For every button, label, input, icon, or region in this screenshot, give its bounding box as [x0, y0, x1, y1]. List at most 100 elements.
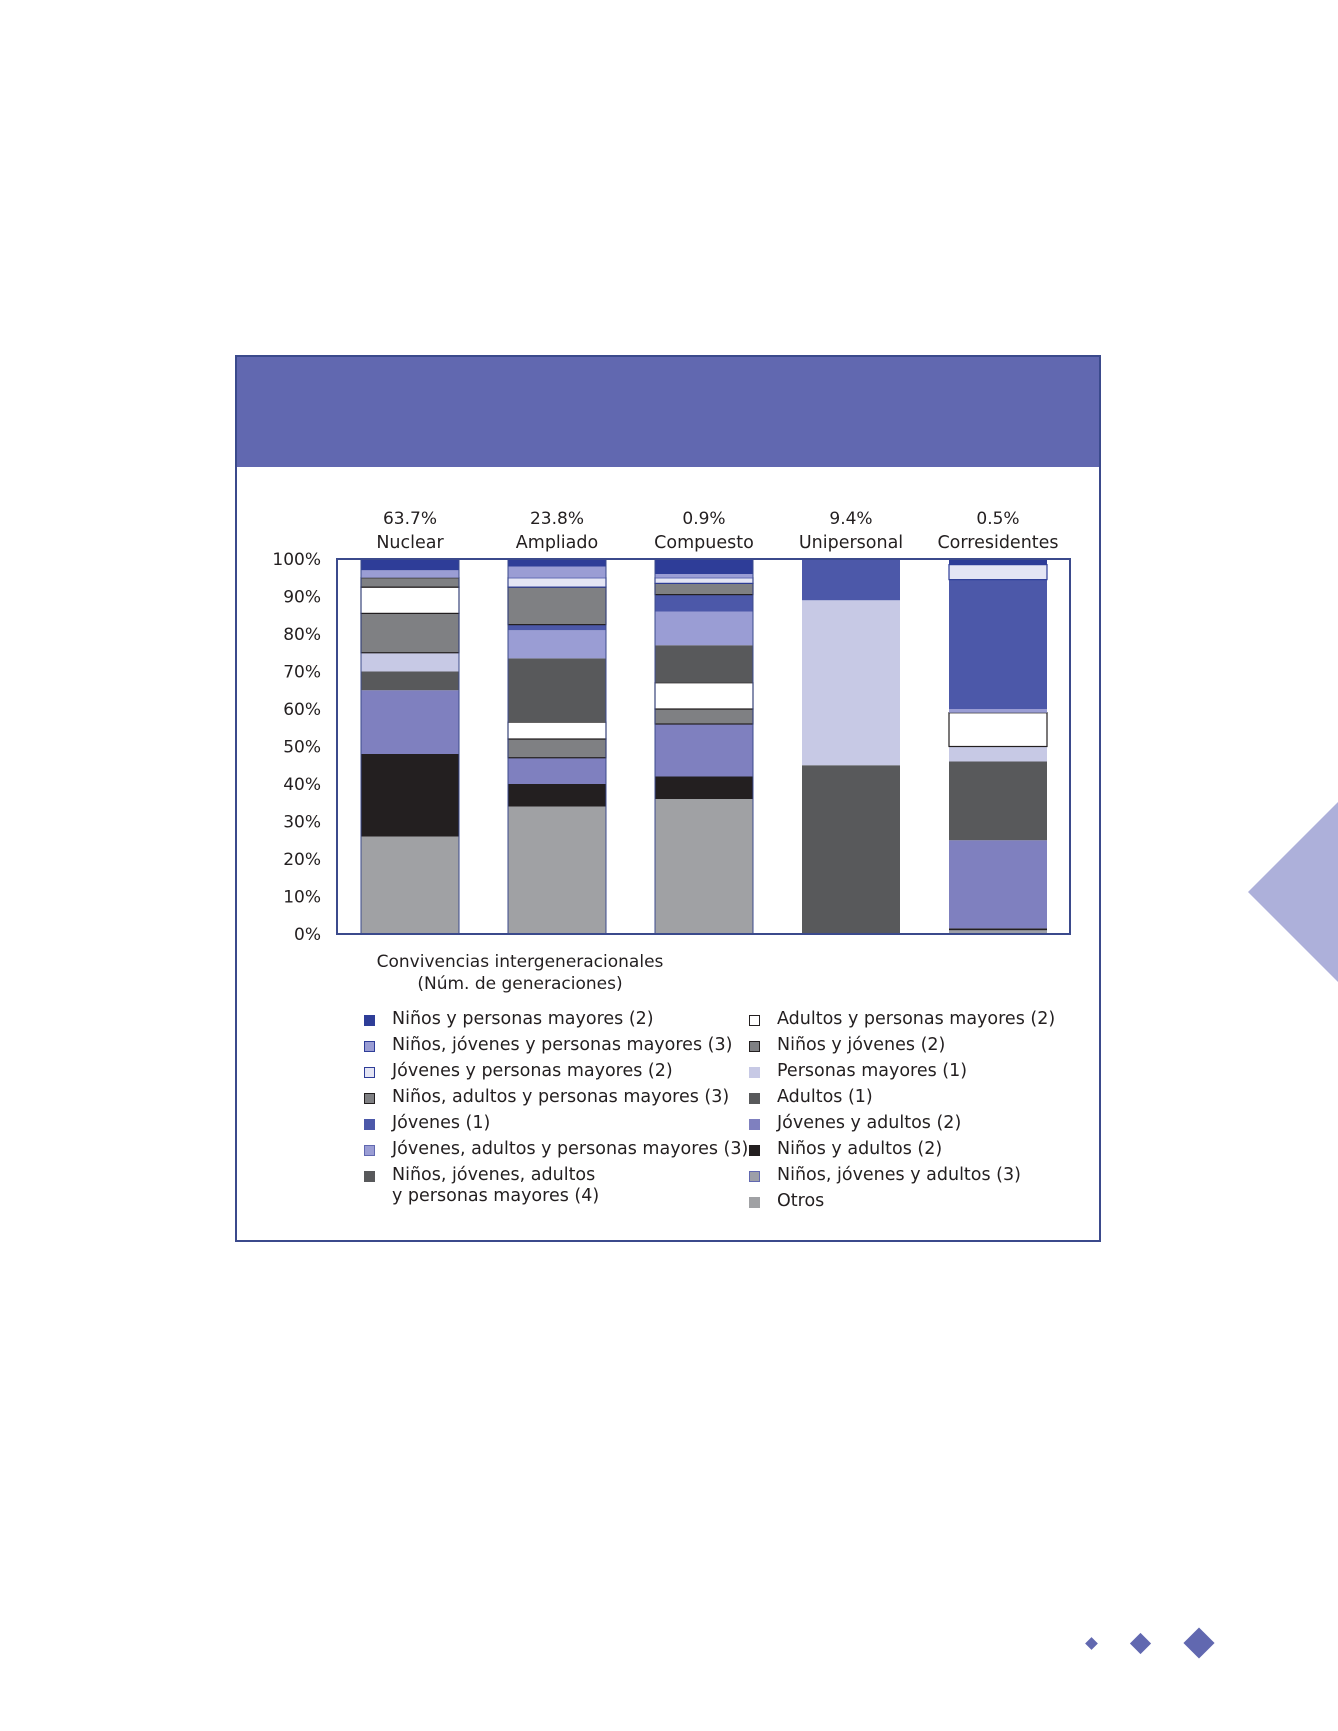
- legend-item: Adultos y personas mayores (2): [749, 1009, 1055, 1030]
- legend-swatch: [364, 1171, 375, 1182]
- bar-segment: [655, 574, 753, 578]
- bar-segment: [655, 776, 753, 799]
- legend-item: Niños, jóvenes, adultos y personas mayor…: [364, 1165, 748, 1207]
- legend-label: Adultos y personas mayores (2): [777, 1009, 1056, 1029]
- legend-label: Jóvenes y personas mayores (2): [392, 1061, 673, 1081]
- legend-item: Niños y adultos (2): [749, 1139, 1055, 1160]
- bar-segment: [360, 586, 460, 614]
- bar-segment: [654, 708, 754, 725]
- bar-segment: [949, 559, 1047, 565]
- bar-segment: [507, 738, 607, 759]
- bar-segment: [507, 577, 607, 588]
- figure-header-band: [237, 357, 1099, 467]
- bar-segment: [361, 671, 459, 691]
- legend-swatch: [749, 1119, 760, 1130]
- bar-segment: [507, 586, 607, 626]
- bar-segment: [655, 559, 753, 574]
- bar-segment: [508, 784, 606, 807]
- bar-segment: [508, 630, 606, 659]
- bar-segment: [360, 612, 460, 654]
- legend-label: Otros: [777, 1191, 825, 1211]
- y-tick-label: 50%: [283, 738, 321, 758]
- bar-segment: [948, 564, 1048, 581]
- bar-segment: [654, 577, 754, 584]
- legend-swatch: [749, 1041, 760, 1052]
- legend-label: Niños, jóvenes, adultos y personas mayor…: [392, 1165, 600, 1206]
- bar-segment: [360, 577, 460, 588]
- x-axis-title: Convivencias intergeneracionales (Núm. d…: [376, 952, 664, 994]
- legend-swatch: [749, 1015, 760, 1026]
- legend-label: Jóvenes y adultos (2): [777, 1113, 962, 1133]
- legend-item: Personas mayores (1): [749, 1061, 1055, 1082]
- y-tick-label: 70%: [283, 663, 321, 683]
- bar-segment: [949, 709, 1047, 713]
- y-tick-label: 80%: [283, 625, 321, 645]
- bar-segment: [361, 690, 459, 754]
- chart-figure: 0% 10% 20% 30% 40% 50% 60% 70% 80% 90% 100% 63.7% Nu…: [235, 355, 1101, 1242]
- decorative-diamond-medium: [1129, 1632, 1152, 1655]
- y-tick-label: 90%: [283, 588, 321, 608]
- legend-label: Niños y jóvenes (2): [777, 1035, 946, 1055]
- bar-segment: [655, 724, 753, 777]
- legend-swatch: [364, 1015, 375, 1026]
- legend-item: Jóvenes y personas mayores (2): [364, 1061, 748, 1082]
- legend-item: Niños, jóvenes y personas mayores (3): [364, 1035, 748, 1056]
- bar-segment: [949, 579, 1047, 709]
- category-label: Unipersonal: [799, 533, 903, 553]
- stacked-bar-chart: 0% 10% 20% 30% 40% 50% 60% 70% 80% 90% 100% 63.7% Nu…: [272, 509, 1071, 945]
- bar-segment: [361, 836, 459, 934]
- category-label: Corresidentes: [937, 533, 1058, 553]
- category-share-label: 23.8%: [530, 509, 584, 529]
- legend-item: Jóvenes, adultos y personas mayores (3): [364, 1139, 748, 1160]
- bar-segment: [655, 594, 753, 612]
- bar-segment: [508, 559, 606, 567]
- legend-label: Jóvenes, adultos y personas mayores (3): [392, 1139, 749, 1159]
- legend-left-column: Niños y personas mayores (2) Niños, jóven…: [364, 1009, 748, 1212]
- category-label: Ampliado: [516, 533, 598, 553]
- legend-swatch: [364, 1145, 375, 1156]
- legend-item: Adultos (1): [749, 1087, 1055, 1108]
- category-share-label: 9.4%: [829, 509, 872, 529]
- bar-segment: [361, 559, 459, 571]
- legend-swatch: [749, 1145, 760, 1156]
- bar-segment: [802, 559, 900, 601]
- category-label: Nuclear: [376, 533, 444, 553]
- legend-label: Niños y adultos (2): [777, 1139, 943, 1159]
- bar-segment: [655, 799, 753, 934]
- y-tick-label: 100%: [272, 550, 321, 570]
- y-tick-label: 60%: [283, 700, 321, 720]
- y-tick-label: 20%: [283, 850, 321, 870]
- y-tick-label: 40%: [283, 775, 321, 795]
- bar-segment: [507, 721, 607, 740]
- bar-segment: [949, 840, 1047, 929]
- y-tick-label: 30%: [283, 813, 321, 833]
- bar-segment: [655, 645, 753, 683]
- legend-right-column: Adultos y personas mayores (2) Niños y jó…: [749, 1009, 1055, 1217]
- legend-swatch: [364, 1067, 375, 1078]
- legend-swatch: [364, 1093, 375, 1104]
- bar-segment: [802, 600, 900, 766]
- legend-label: Niños, jóvenes y adultos (3): [777, 1165, 1021, 1185]
- legend-swatch: [364, 1041, 375, 1052]
- bar-segment: [802, 765, 900, 934]
- bar-segment: [948, 712, 1048, 748]
- bar-segment: [949, 928, 1047, 931]
- legend-item: Otros: [749, 1191, 1055, 1212]
- category-label: Compuesto: [654, 533, 754, 553]
- bar-segment: [654, 682, 754, 710]
- legend-item: Niños y personas mayores (2): [364, 1009, 748, 1030]
- bar-segment: [508, 658, 606, 723]
- category-share-label: 0.9%: [682, 509, 725, 529]
- legend-swatch: [749, 1067, 760, 1078]
- legend-label: Jóvenes (1): [392, 1113, 491, 1133]
- legend-item: Niños, jóvenes y adultos (3): [749, 1165, 1055, 1186]
- y-tick-label: 0%: [294, 925, 321, 945]
- bar-segment: [361, 754, 459, 837]
- legend-swatch: [749, 1093, 760, 1104]
- legend-label: Niños y personas mayores (2): [392, 1009, 654, 1029]
- category-share-label: 63.7%: [383, 509, 437, 529]
- category-share-label: 0.5%: [976, 509, 1019, 529]
- bar-segment: [949, 930, 1047, 934]
- legend-label: Adultos (1): [777, 1087, 873, 1107]
- legend-item: Jóvenes y adultos (2): [749, 1113, 1055, 1134]
